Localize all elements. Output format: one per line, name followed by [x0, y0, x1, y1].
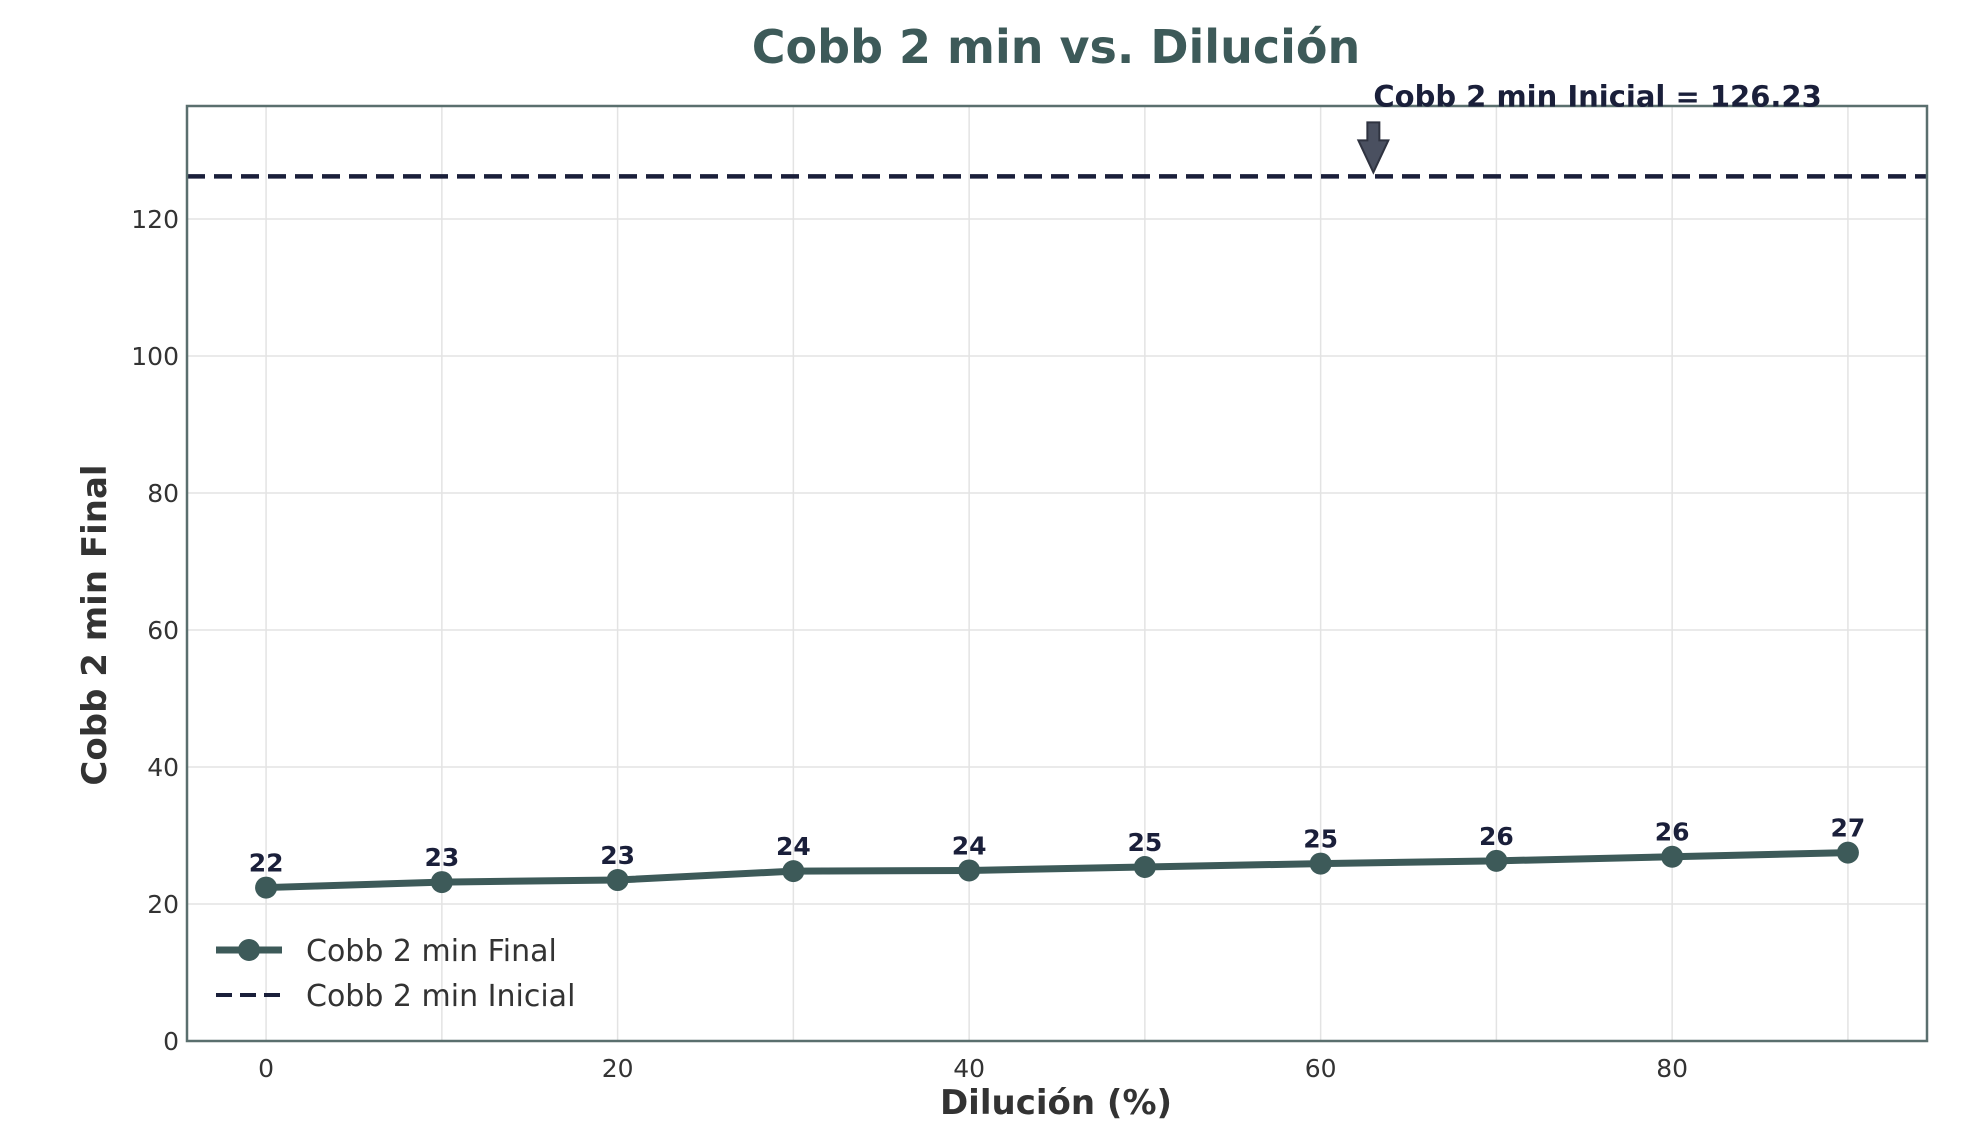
data-label: 25	[1303, 825, 1338, 854]
x-axis-label: Dilución (%)	[940, 1083, 1172, 1123]
data-label: 22	[249, 849, 284, 878]
data-label: 23	[600, 841, 635, 870]
data-labels: 22 23 23 24 24 25 25 26 26 27	[249, 814, 1866, 878]
plot-frame	[185, 104, 1929, 1043]
legend-item-inicial: Cobb 2 min Inicial	[216, 979, 575, 1014]
data-point	[606, 869, 629, 892]
data-point	[1309, 852, 1332, 875]
annotation-group: Cobb 2 min Inicial = 126.23	[1356, 79, 1822, 175]
series-line	[262, 849, 1852, 892]
x-tick-label: 40	[953, 1054, 985, 1083]
annotation-arrow	[1356, 121, 1390, 175]
chart-title: Cobb 2 min vs. Dilución	[752, 20, 1360, 74]
y-axis-label: Cobb 2 min Final	[75, 464, 115, 785]
legend-item-final: Cobb 2 min Final	[216, 934, 557, 969]
data-point	[958, 859, 981, 882]
x-axis-ticks: 0 20 40 60 80	[258, 1054, 1688, 1083]
legend-label-final: Cobb 2 min Final	[306, 934, 557, 969]
y-tick-label: 40	[147, 753, 179, 782]
series-group	[255, 841, 1859, 899]
data-point	[255, 876, 278, 899]
data-point	[430, 871, 453, 894]
data-label: 26	[1655, 818, 1690, 847]
data-point	[1485, 849, 1508, 872]
y-tick-label: 0	[163, 1027, 179, 1056]
y-tick-label: 120	[131, 205, 179, 234]
data-point	[1661, 845, 1684, 868]
annotation-text: Cobb 2 min Inicial = 126.23	[1373, 79, 1821, 113]
data-label: 23	[424, 843, 459, 872]
x-tick-label: 80	[1656, 1054, 1688, 1083]
data-label: 24	[776, 832, 811, 861]
data-label: 27	[1831, 814, 1866, 843]
x-tick-label: 0	[258, 1054, 274, 1083]
legend-label-inicial: Cobb 2 min Inicial	[306, 979, 575, 1014]
y-tick-label: 60	[147, 616, 179, 645]
data-point	[1836, 841, 1859, 864]
data-point	[1133, 856, 1156, 879]
x-tick-label: 20	[602, 1054, 634, 1083]
legend-swatch-final-marker	[238, 939, 260, 961]
data-point	[782, 860, 805, 883]
data-label: 25	[1127, 828, 1162, 857]
y-tick-label: 80	[147, 479, 179, 508]
legend: Cobb 2 min Final Cobb 2 min Inicial	[216, 934, 575, 1014]
data-label: 26	[1479, 822, 1514, 851]
x-tick-label: 60	[1305, 1054, 1337, 1083]
y-tick-label: 100	[131, 342, 179, 371]
y-axis-ticks: 0 20 40 60 80 100 120	[131, 205, 179, 1056]
y-tick-label: 20	[147, 890, 179, 919]
data-label: 24	[952, 831, 987, 860]
